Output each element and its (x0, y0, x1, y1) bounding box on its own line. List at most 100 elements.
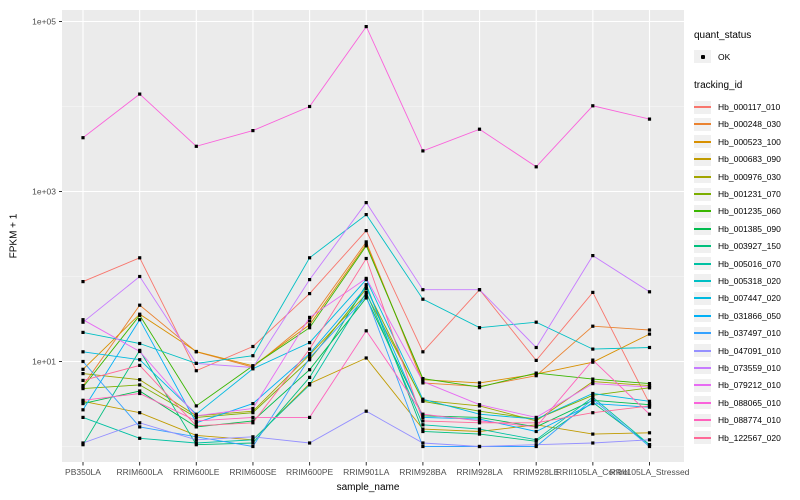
svg-text:RRII105LA_Stressed: RRII105LA_Stressed (610, 467, 690, 477)
svg-text:RRIM600SE: RRIM600SE (229, 467, 277, 477)
legend-color-swatch (694, 170, 711, 184)
svg-text:RRII105LA_Control: RRII105LA_Control (556, 467, 630, 477)
legend-line-sample (694, 419, 711, 422)
x-tick-labels: PB350LA RRIM600LA RRIM600LE RRIM600SE RRIM60… (65, 467, 690, 477)
legend-label: Hb_037497_010 (718, 328, 781, 339)
legend-line-sample (694, 227, 711, 230)
legend-line-sample (694, 332, 711, 335)
legend-item: Hb_001385_090 (694, 220, 800, 237)
legend-line-sample (694, 349, 711, 352)
legend-color-swatch (694, 274, 711, 288)
legend-color-swatch (694, 239, 711, 253)
legend-label: Hb_007447_020 (718, 293, 781, 304)
svg-text:RRIM600PE: RRIM600PE (286, 467, 334, 477)
legend-line-sample (694, 366, 711, 369)
svg-text:RRIM901LA: RRIM901LA (343, 467, 390, 477)
legend-label: Hb_088065_010 (718, 397, 781, 408)
legend-color-swatch (694, 378, 711, 392)
legend-color-swatch (694, 135, 711, 149)
major-gridlines (62, 10, 684, 462)
legend-label: Hb_122567_020 (718, 432, 781, 443)
legend-item: Hb_000248_030 (694, 116, 800, 133)
y-tick-labels: 1e+01 1e+03 1e+05 (32, 17, 56, 367)
legend-color-swatch (694, 344, 711, 358)
legend-color-swatch (694, 117, 711, 131)
legend-item: Hb_001235_060 (694, 203, 800, 220)
legend-line-sample (694, 193, 711, 196)
legend-label: Hb_001231_070 (718, 189, 781, 200)
legend-label: Hb_031866_050 (718, 310, 781, 321)
legend-line-sample (694, 123, 711, 126)
legend-label: Hb_079212_010 (718, 380, 781, 391)
legend-color-swatch (694, 361, 711, 375)
svg-text:PB350LA: PB350LA (65, 467, 101, 477)
legend-item: Hb_000683_090 (694, 151, 800, 168)
legend-color-swatch (694, 204, 711, 218)
legend-item: Hb_007447_020 (694, 290, 800, 307)
legend: quant_status OK tracking_id Hb_000117_01… (694, 30, 800, 446)
legend-item: Hb_000523_100 (694, 133, 800, 150)
legend-color-swatch (694, 396, 711, 410)
legend-line-sample (694, 436, 711, 439)
legend-item: Hb_073559_010 (694, 359, 800, 376)
svg-text:RRIM928LE: RRIM928LE (513, 467, 560, 477)
legend-item: Hb_047091_010 (694, 342, 800, 359)
svg-text:1e+05: 1e+05 (32, 17, 56, 27)
legend-item: Hb_079212_010 (694, 377, 800, 394)
y-axis-title: FPKM + 1 (8, 213, 20, 259)
legend-color-swatch (694, 431, 711, 444)
legend-line-sample (694, 245, 711, 248)
legend-label: Hb_003927_150 (718, 241, 781, 252)
legend-color-swatch (694, 222, 711, 236)
legend-label: Hb_001385_090 (718, 223, 781, 234)
x-axis-title: sample_name (336, 482, 400, 493)
legend-label: Hb_000976_030 (718, 171, 781, 182)
legend-label: Hb_088774_010 (718, 415, 781, 426)
legend-label: Hb_000523_100 (718, 136, 781, 147)
legend-item: Hb_088065_010 (694, 394, 800, 411)
legend-item: Hb_000117_010 (694, 98, 800, 115)
legend-item: Hb_088774_010 (694, 411, 800, 428)
legend-label: Hb_005016_070 (718, 258, 781, 269)
legend-color-swatch (694, 257, 711, 271)
legend-line-sample (694, 175, 711, 178)
svg-text:1e+01: 1e+01 (32, 357, 56, 367)
panel-background (62, 10, 684, 462)
legend-line-sample (694, 297, 711, 300)
legend-color-swatch (694, 100, 711, 114)
svg-text:RRIM600LA: RRIM600LA (116, 467, 163, 477)
legend-item: Hb_122567_020 (694, 429, 800, 446)
legend-line-sample (694, 314, 711, 317)
legend-line-sample (694, 279, 711, 282)
legend-item: Hb_001231_070 (694, 185, 800, 202)
legend-line-sample (694, 140, 711, 143)
legend-color-swatch (694, 326, 711, 340)
legend-label: Hb_000248_030 (718, 119, 781, 130)
legend-key (694, 50, 711, 64)
tracking-id-legend-items: Hb_000117_010 Hb_000248_030 Hb_000523_100 H… (694, 98, 800, 446)
ok-point-swatch (700, 54, 705, 59)
legend-label: Hb_047091_010 (718, 345, 781, 356)
legend-label: Hb_000117_010 (718, 102, 781, 113)
legend-label: Hb_073559_010 (718, 362, 781, 373)
svg-text:1e+03: 1e+03 (32, 187, 56, 197)
legend-color-swatch (694, 291, 711, 305)
legend-label: Hb_001235_060 (718, 206, 781, 217)
legend-item: Hb_003927_150 (694, 238, 800, 255)
legend-color-swatch (694, 187, 711, 201)
legend-line-sample (694, 158, 711, 161)
legend-item: Hb_037497_010 (694, 324, 800, 341)
legend-item: Hb_031866_050 (694, 307, 800, 324)
legend-title-tracking-id: tracking_id (694, 80, 743, 92)
legend-item: Hb_005318_020 (694, 272, 800, 289)
legend-color-swatch (694, 152, 711, 166)
legend-color-swatch (694, 309, 711, 323)
axis-ticks (59, 21, 650, 466)
svg-text:RRIM928BA: RRIM928BA (399, 467, 447, 477)
legend-label: Hb_005318_020 (718, 275, 781, 286)
svg-text:RRIM600LE: RRIM600LE (173, 467, 220, 477)
legend-item: Hb_005016_070 (694, 255, 800, 272)
legend-item-ok: OK (694, 48, 800, 65)
legend-line-sample (694, 401, 711, 404)
